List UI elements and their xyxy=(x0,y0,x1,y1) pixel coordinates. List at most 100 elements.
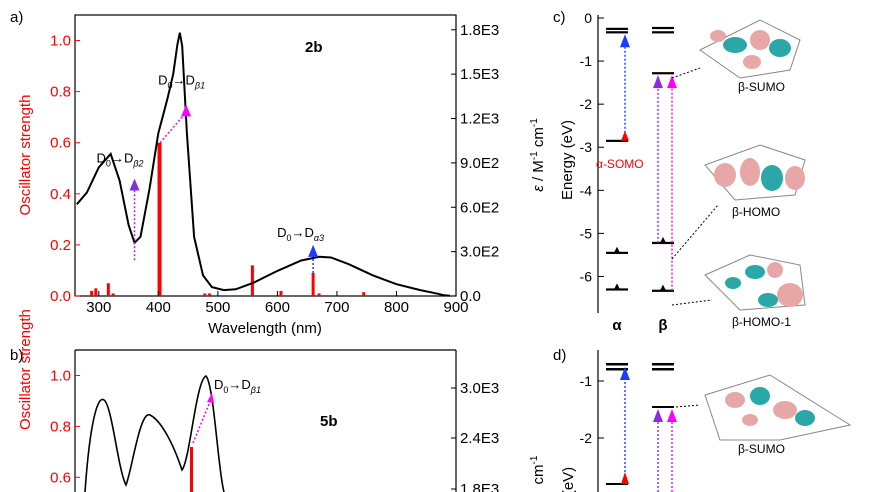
panel-a-y-right-tick-label: 9.0E2 xyxy=(460,155,499,172)
panel-label-b: b) xyxy=(10,347,23,364)
connector-beta-sumo xyxy=(671,67,701,79)
panel-d-level xyxy=(652,363,674,366)
panel-b-y-left-label: Oscillator strength xyxy=(17,309,34,430)
electron-spin-mark xyxy=(614,246,620,253)
panel-b-y-right-tick-label: 2.4E3 xyxy=(460,430,499,447)
panel-a-transition-arrowhead xyxy=(308,244,319,257)
panel-a-y-right-tick-label: 1.2E3 xyxy=(460,111,499,128)
connector-beta-homo xyxy=(671,204,719,260)
orbital-label-beta-homo-1: β-HOMO-1 xyxy=(732,315,791,329)
panel-d-orbital-label-beta-sumo: β-SUMO xyxy=(738,442,785,456)
panel-a-compound-label: 2b xyxy=(305,39,323,56)
panel-b-transition-label-beta1: D0→Dβ1 xyxy=(214,377,261,395)
panel-d-tick-label: -1 xyxy=(580,373,593,389)
panel-b-y-right-tick-label: 3.0E3 xyxy=(460,380,499,397)
panel-c-y-tick-label: -3 xyxy=(580,139,593,155)
column-label-alpha: α xyxy=(612,317,622,334)
orbital-image-beta-homo xyxy=(704,144,806,201)
panel-b-chart: 5b Oscillator strength cm-1 D0→Dβ1 0.6 0.… xyxy=(17,309,547,492)
orbital-image-beta-homo-1 xyxy=(704,254,806,311)
panel-a-chart: 2b Wavelength (nm) Oscillator strength ε… xyxy=(17,14,547,337)
panel-d-y-label: (eV) xyxy=(560,467,577,492)
panel-a-y-left-label: Oscillator strength xyxy=(17,95,34,216)
panel-a-y-right-tick-label: 0.0 xyxy=(460,288,481,305)
alpha-energy-level xyxy=(606,27,628,30)
panel-c-y-label: Energy (eV) xyxy=(559,120,576,200)
beta-energy-level xyxy=(652,31,674,34)
panel-c-arrowhead-beta xyxy=(667,75,677,89)
panel-a-y-left-tick-label: 0.4 xyxy=(50,186,71,203)
panel-b-absorption-spectrum xyxy=(84,375,225,492)
panel-a-y-right-tick-label: 6.0E2 xyxy=(460,199,499,216)
panel-a-y-left-tick-label: 0.8 xyxy=(50,84,71,101)
panel-c-arrowhead-beta xyxy=(653,75,663,89)
panel-a-y-left-tick-label: 0.2 xyxy=(50,237,71,254)
connector-beta-homo-1 xyxy=(671,299,713,306)
panel-label-a: a) xyxy=(10,9,23,26)
panel-a-x-tick-label: 800 xyxy=(384,299,409,316)
panel-a-y-left-tick-label: 0.0 xyxy=(50,288,71,305)
panel-b-y-right-tick-label: 1.8E3 xyxy=(460,481,499,492)
electron-spin-mark xyxy=(660,236,666,243)
panel-d-energy-diagram: (eV) -1 -2 β-SUMO xyxy=(560,350,852,492)
orbital-label-beta-homo: β-HOMO xyxy=(732,205,780,219)
panel-c-energy-diagram: Energy (eV) 0 -1 -2 -3 -4 -5 -6 α β α-SOMO β-S… xyxy=(559,10,806,334)
panel-b-transition-arrow-beta1 xyxy=(192,396,213,444)
panel-d-connector-sumo xyxy=(675,404,701,408)
panel-b-y-left-tick-label: 0.6 xyxy=(50,469,71,486)
panel-b-y-right-label: cm-1 xyxy=(529,455,547,484)
panel-a-x-tick-label: 900 xyxy=(443,299,468,316)
panel-a-y-right-tick-label: 1.5E3 xyxy=(460,66,499,83)
panel-a-transition-label: D0→Dβ1 xyxy=(158,72,205,90)
alpha-energy-level xyxy=(606,251,628,254)
beta-energy-level xyxy=(652,72,674,75)
panel-c-arrowhead-alpha xyxy=(620,34,630,48)
alpha-energy-level xyxy=(606,139,628,142)
orbital-image-beta-sumo xyxy=(699,19,801,79)
panel-a-x-tick-label: 500 xyxy=(205,299,230,316)
panel-a-x-tick-label: 600 xyxy=(265,299,290,316)
panel-c-y-tick-label: 0 xyxy=(584,10,592,26)
panel-a-x-label: Wavelength (nm) xyxy=(208,320,322,337)
panel-b-transition-arrowhead xyxy=(207,393,214,403)
beta-energy-level xyxy=(652,289,674,292)
panel-a-y-left-tick-label: 0.6 xyxy=(50,135,71,152)
panel-a-strength-bar xyxy=(279,290,283,296)
panel-c-y-tick-label: -5 xyxy=(580,225,593,241)
panel-b-compound-label: 5b xyxy=(320,413,338,430)
orbital-label-beta-sumo: β-SUMO xyxy=(738,80,785,94)
panel-c-y-tick-label: -1 xyxy=(580,53,593,69)
panel-a-transition-arrowhead xyxy=(129,178,140,191)
panel-a-strength-bar xyxy=(311,273,315,296)
panel-a-strength-bar xyxy=(317,293,321,296)
panel-label-d: d) xyxy=(553,347,566,364)
panel-b-y-left-tick-label: 1.0 xyxy=(50,367,71,384)
electron-spin-mark xyxy=(660,284,666,291)
panel-a-strength-bar xyxy=(94,288,98,296)
panel-c-arrow-tail-alpha xyxy=(621,130,629,141)
panel-a-x-tick-label: 700 xyxy=(324,299,349,316)
panel-d-arrowhead-alpha xyxy=(620,367,630,380)
panel-a-strength-bar xyxy=(362,292,366,296)
panel-a-strength-bar xyxy=(157,142,162,296)
panel-a-y-right-tick-label: 3.0E2 xyxy=(460,244,499,261)
beta-energy-level xyxy=(652,26,674,30)
panel-a-transition-arrow xyxy=(159,111,187,144)
panel-a-strength-bar xyxy=(90,290,94,296)
panel-c-y-tick-label: -4 xyxy=(580,182,593,198)
panel-a-absorption-spectrum xyxy=(76,32,451,297)
panel-b-strength-bar xyxy=(190,447,193,492)
panel-a-x-tick-label: 300 xyxy=(86,299,111,316)
beta-energy-level xyxy=(652,241,674,245)
panel-a-strength-bar xyxy=(111,293,115,296)
panel-label-c: c) xyxy=(553,9,566,26)
electron-spin-mark xyxy=(614,283,620,290)
panel-a-strength-bar xyxy=(203,293,207,296)
panel-d-arrow-tail xyxy=(621,472,629,484)
panel-d-level xyxy=(652,406,674,408)
panel-a-y-right-tick-label: 1.8E3 xyxy=(460,22,499,39)
alpha-energy-level xyxy=(606,31,628,34)
panel-a-transition-label: D0→Dβ2 xyxy=(97,150,144,168)
panel-d-orbital-image-beta-sumo xyxy=(704,374,852,441)
